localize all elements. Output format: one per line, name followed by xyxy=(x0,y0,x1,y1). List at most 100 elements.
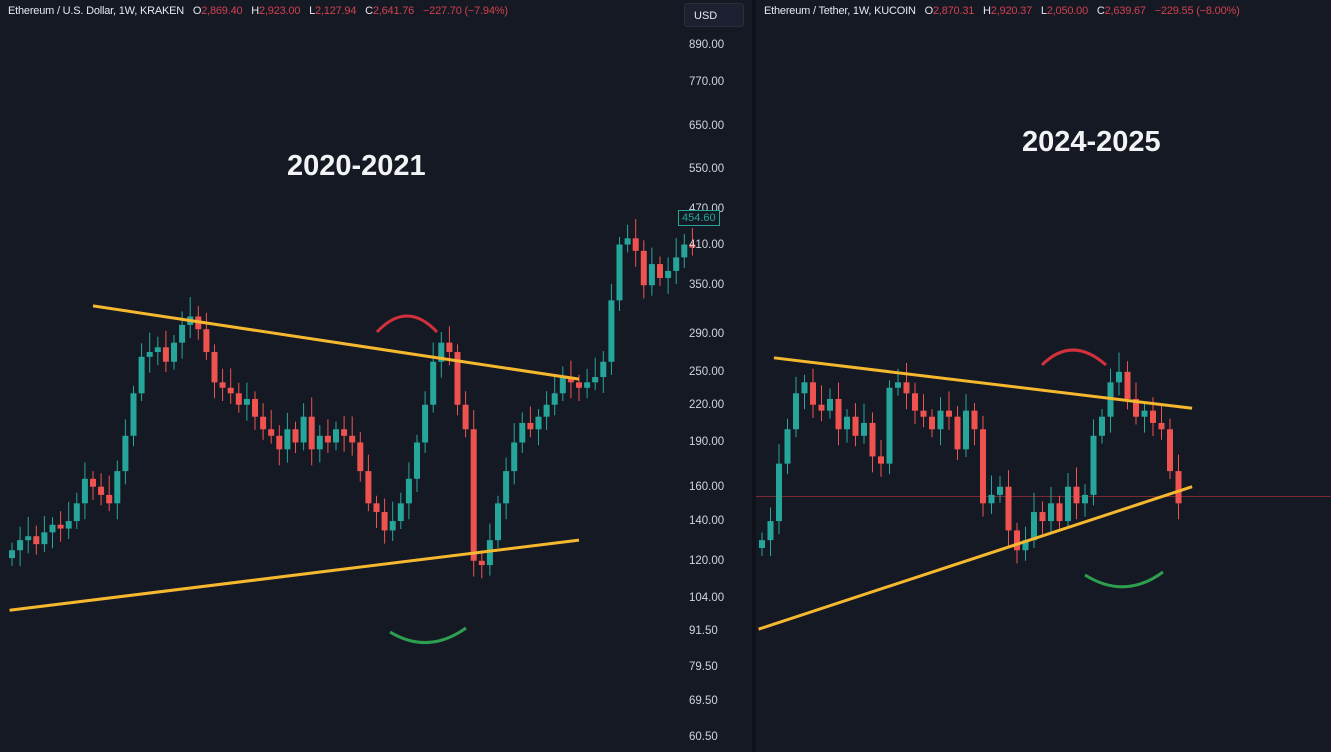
right-candle-body xyxy=(844,416,850,430)
y-tick-label: 650.00 xyxy=(689,119,725,132)
right-candle-body xyxy=(852,416,859,436)
left-candle-body xyxy=(65,521,72,529)
low-label: L xyxy=(1040,5,1047,17)
left-candle-body xyxy=(349,435,356,443)
right-candle-body xyxy=(1014,530,1020,551)
right-candle-body xyxy=(767,521,774,541)
left-candle-body xyxy=(446,342,453,353)
close-label: C xyxy=(365,5,373,17)
left-candle-body xyxy=(648,264,655,286)
left-candle-body xyxy=(373,503,380,513)
open-value: 2,869.40 xyxy=(201,5,243,17)
right-candle-body xyxy=(1005,486,1012,531)
left-candle-body xyxy=(284,429,291,450)
right-candle-body xyxy=(818,404,825,411)
left-candle-body xyxy=(324,435,331,443)
left-candle-body xyxy=(422,404,429,443)
left-candle-body xyxy=(81,478,88,504)
right-candle-body xyxy=(759,540,765,548)
left-candle-body xyxy=(584,382,591,388)
right-candle-body xyxy=(1099,416,1105,436)
y-tick-label: 160.00 xyxy=(689,480,725,493)
left-candle-body xyxy=(397,503,404,522)
left-candle-body xyxy=(535,416,542,430)
right-candle-body xyxy=(997,486,1003,495)
right-candle-body xyxy=(1031,512,1037,541)
right-top-arc xyxy=(1040,348,1107,367)
y-tick-label: 91.50 xyxy=(689,624,718,637)
y-tick-label: 120.00 xyxy=(689,554,725,567)
left-candle-body xyxy=(114,471,121,504)
right-candle-body xyxy=(861,422,867,436)
left-candle-body xyxy=(235,393,242,405)
low-label: L xyxy=(309,5,316,17)
left-candle-body xyxy=(592,377,599,383)
left-candle-body xyxy=(106,494,113,504)
left-candle-body xyxy=(454,352,461,405)
currency-button[interactable]: USD xyxy=(684,3,744,27)
left-candle-body xyxy=(405,478,412,504)
right-candle-body xyxy=(810,382,816,405)
right-period-title: 2024-2025 xyxy=(1022,126,1161,158)
y-tick-label: 79.50 xyxy=(689,660,718,673)
right-candle-body xyxy=(903,382,910,394)
left-candle-body xyxy=(438,342,445,362)
y-tick-label: 550.00 xyxy=(689,162,725,175)
left-candle-body xyxy=(252,398,258,417)
left-candle-body xyxy=(357,442,364,472)
left-candle-body xyxy=(551,393,558,405)
left-candle-body xyxy=(33,536,40,545)
left-candle-body xyxy=(308,416,315,450)
left-candle-body xyxy=(673,257,680,271)
left-candle-body xyxy=(632,238,639,251)
y-tick-label: 104.00 xyxy=(689,591,725,604)
right-candle-body xyxy=(835,398,842,430)
high-value: 2,923.00 xyxy=(259,5,301,17)
right-candle-body xyxy=(1090,435,1097,495)
left-candle-body xyxy=(154,347,161,353)
high-value: 2,920.37 xyxy=(990,5,1032,17)
left-candle-body xyxy=(495,503,501,541)
y-tick-label: 890.00 xyxy=(689,39,725,51)
left-candle-body xyxy=(25,536,32,541)
right-candle-body xyxy=(1124,371,1131,399)
left-candle-body xyxy=(543,404,550,417)
y-tick-label: 190.00 xyxy=(689,436,725,449)
left-candle-body xyxy=(211,352,218,383)
open-value: 2,870.31 xyxy=(932,5,975,17)
symbol: Ethereum / U.S. Dollar, 1W, KRAKEN xyxy=(8,5,184,17)
right-candle-body xyxy=(954,416,961,450)
right-candle-body xyxy=(1065,486,1071,522)
left-period-title: 2020-2021 xyxy=(287,150,426,182)
left-candle-body xyxy=(624,238,631,245)
right-candle-body xyxy=(1039,512,1046,522)
left-candle-body xyxy=(73,503,80,522)
left-candle-body xyxy=(600,361,607,378)
left-candle-body xyxy=(470,429,477,561)
left-candle-body xyxy=(576,382,582,388)
last-price-label: 454.60 xyxy=(678,209,720,226)
left-candle-body xyxy=(146,352,153,357)
left-candle-body xyxy=(462,404,469,430)
right-candle-body xyxy=(827,398,833,411)
left-candle-body xyxy=(276,435,283,450)
left-candle-body xyxy=(430,361,437,405)
high-label: H xyxy=(251,5,260,17)
right-candle-body xyxy=(963,410,969,450)
left-candle-body xyxy=(49,524,56,533)
panel-divider[interactable] xyxy=(752,0,756,752)
y-tick-label: 140.00 xyxy=(689,515,725,528)
left-candle-body xyxy=(130,393,137,436)
right-candle-body xyxy=(1048,503,1054,522)
left-candle-body xyxy=(333,429,339,443)
left-candle-body xyxy=(227,387,234,394)
left-candle-body xyxy=(381,512,388,531)
y-tick-label: 250.00 xyxy=(689,365,725,378)
left-candle-body xyxy=(616,244,623,301)
right-candle-body xyxy=(1167,429,1173,472)
left-candle-body xyxy=(57,524,64,529)
left-candle-body xyxy=(414,442,420,479)
left-candle-body xyxy=(559,377,566,394)
left-candle-body xyxy=(389,521,396,531)
right-candle-body xyxy=(1022,540,1029,551)
